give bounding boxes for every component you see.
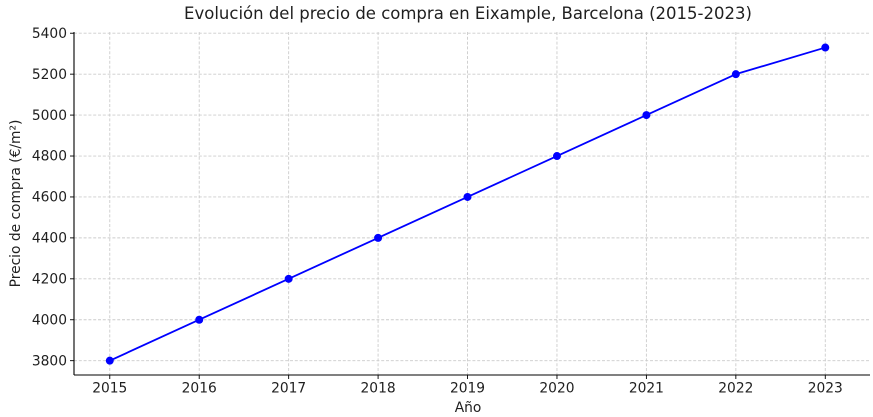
- x-tick-label: 2021: [629, 381, 664, 397]
- data-point: [105, 356, 114, 365]
- data-point: [821, 43, 830, 52]
- data-point: [552, 152, 561, 161]
- x-tick-label: 2017: [271, 381, 306, 397]
- x-tick-label: 2020: [539, 381, 574, 397]
- x-tick-label: 2019: [450, 381, 485, 397]
- data-point: [195, 315, 204, 324]
- x-tick-label: 2016: [182, 381, 217, 397]
- grid-layer: [74, 32, 870, 375]
- y-axis-label: Precio de compra (€/m²): [8, 120, 24, 288]
- y-tick-label: 4800: [32, 149, 67, 165]
- x-tick-label: 2023: [808, 381, 843, 397]
- x-tick-label: 2015: [92, 381, 127, 397]
- y-tick-label: 5400: [32, 26, 67, 42]
- y-tick-label: 4000: [32, 312, 67, 328]
- y-tick-label: 4400: [32, 231, 67, 247]
- data-point: [642, 111, 651, 120]
- data-point: [463, 192, 472, 201]
- y-tick-label: 5000: [32, 108, 67, 124]
- axis-layer: 2015 2016 2017 2018 2019 2020 2021 2022 2023 3800…: [32, 26, 870, 397]
- y-tick-label: 4600: [32, 190, 67, 206]
- data-point: [284, 274, 293, 283]
- y-tick-label: 4200: [32, 272, 67, 288]
- y-tick-label: 5200: [32, 67, 67, 83]
- x-tick-label: 2018: [361, 381, 396, 397]
- y-tick-label: 3800: [32, 353, 67, 369]
- x-tick-label: 2022: [718, 381, 753, 397]
- data-point: [731, 70, 740, 79]
- x-axis-label: Año: [455, 400, 482, 416]
- series-layer: [105, 43, 830, 365]
- chart-title: Evolución del precio de compra en Eixamp…: [184, 4, 752, 23]
- data-point: [374, 233, 383, 242]
